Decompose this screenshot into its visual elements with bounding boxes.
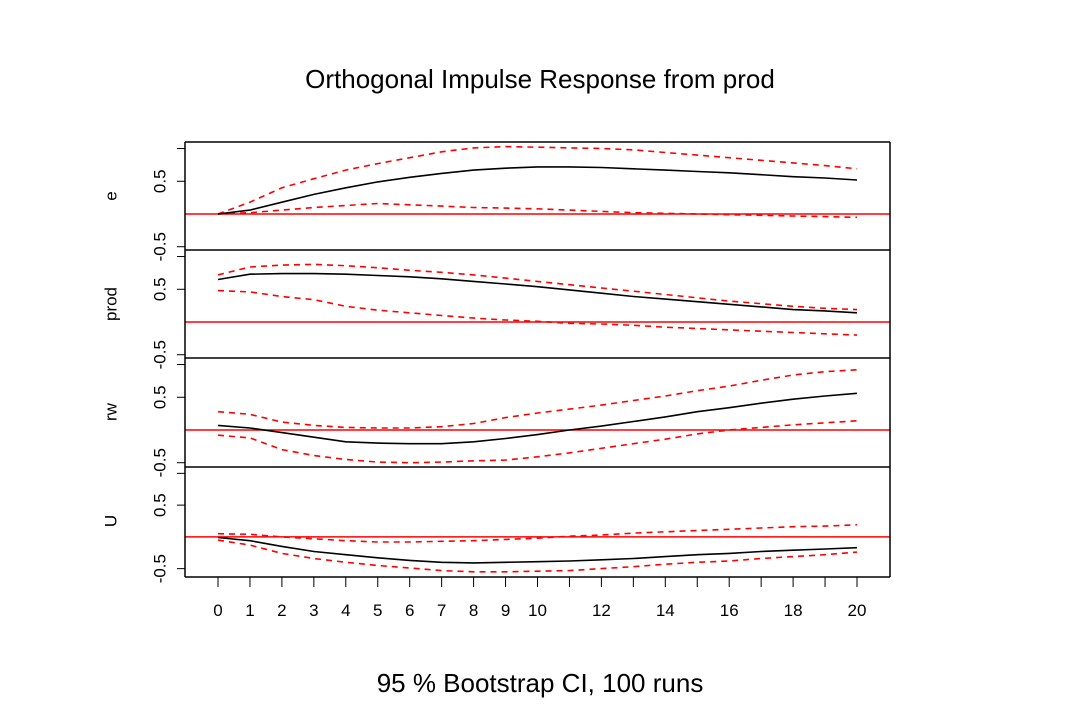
x-tick-label: 9	[501, 601, 510, 620]
y-tick-label: 0.5	[150, 169, 169, 193]
x-tick-label: 10	[528, 601, 547, 620]
y-tick-label: 0.5	[150, 385, 169, 409]
x-tick-label: 0	[213, 601, 222, 620]
x-tick-label: 4	[341, 601, 350, 620]
y-tick-label: -0.5	[150, 554, 169, 583]
ci-lower-e	[217, 202, 858, 219]
chart-subtitle: 95 % Bootstrap CI, 100 runs	[376, 668, 704, 698]
x-tick-label: 12	[592, 601, 611, 620]
y-tick-label: 0.5	[150, 277, 169, 301]
x-tick-label: 14	[656, 601, 675, 620]
x-tick-label: 20	[848, 601, 867, 620]
response-line-rw	[217, 392, 858, 445]
ci-upper-e	[217, 145, 858, 215]
y-tick-label: -0.5	[150, 448, 169, 477]
ci-upper-U	[217, 524, 858, 543]
x-tick-label: 1	[245, 601, 254, 620]
response-line-U	[217, 536, 858, 564]
y-axis-label-rw: rw	[101, 402, 120, 421]
chart-title: Orthogonal Impulse Response from prod	[305, 64, 775, 94]
y-axis-label-e: e	[101, 191, 120, 200]
x-tick-label: 2	[277, 601, 286, 620]
x-tick-label: 6	[405, 601, 414, 620]
response-line-prod	[217, 272, 858, 314]
y-tick-label: -0.5	[150, 340, 169, 369]
x-tick-label: 3	[309, 601, 318, 620]
x-tick-label: 8	[469, 601, 478, 620]
ci-upper-prod	[217, 263, 858, 311]
x-tick-label: 16	[720, 601, 739, 620]
ci-lower-rw	[217, 420, 858, 464]
ci-lower-U	[217, 539, 858, 573]
response-line-e	[217, 166, 858, 215]
y-tick-label: 0.5	[150, 493, 169, 517]
x-tick-label: 18	[784, 601, 803, 620]
ci-upper-rw	[217, 369, 858, 429]
y-tick-label: -0.5	[150, 232, 169, 261]
y-axis-label-U: U	[101, 515, 120, 527]
x-tick-label: 5	[373, 601, 382, 620]
ci-lower-prod	[217, 289, 858, 336]
y-axis-label-prod: prod	[101, 287, 120, 321]
x-tick-label: 7	[437, 601, 446, 620]
